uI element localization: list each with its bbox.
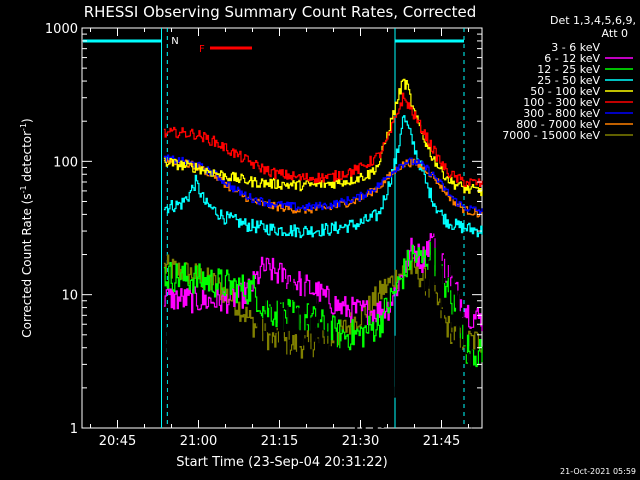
x-tick-label: 20:45 — [99, 434, 136, 449]
footer-date: 21-Oct-2021 05:59 — [560, 467, 636, 476]
y-axis-label: Corrected Count Rate (s-1 detector-1) — [19, 118, 34, 337]
y-axis-label-part3: ) — [20, 118, 34, 123]
axes-group: 1000 100 10 1 20:45 21:00 21:15 21:30 21:45 — [45, 22, 482, 449]
series-line-0 — [163, 222, 476, 429]
legend-label-2: 12 - 25 keV — [537, 63, 600, 76]
y-axis-label-sup1: -1 — [19, 185, 28, 193]
series-line-5 — [163, 92, 483, 187]
legend-label-1: 6 - 12 keV — [544, 52, 600, 65]
legend-label-8: 7000 - 15000 keV — [502, 129, 600, 142]
y-axis-label-part2: detector — [20, 131, 34, 186]
legend-detectors: Det 1,3,4,5,6,9, — [550, 14, 636, 27]
legend-label-0: 3 - 6 keV — [551, 41, 600, 54]
x-tick-label: 21:45 — [423, 434, 460, 449]
series-group — [163, 78, 483, 429]
y-tick-label: 100 — [53, 155, 78, 170]
x-tick-label: 21:30 — [342, 434, 379, 449]
legend-label-5: 100 - 300 keV — [523, 96, 600, 109]
series-line-2 — [163, 241, 483, 368]
y-tick-label: 1000 — [45, 22, 78, 37]
x-tick-label: 21:00 — [180, 434, 217, 449]
series-line-3 — [163, 115, 483, 239]
legend-label-6: 300 - 800 keV — [523, 107, 600, 120]
x-axis-label: Start Time (23-Sep-04 20:31:22) — [176, 455, 387, 470]
legend-label-7: 800 - 7000 keV — [516, 118, 600, 131]
night-label: N — [171, 36, 178, 47]
y-tick-label: 10 — [61, 289, 78, 304]
legend-attenuator: Att 0 — [602, 27, 628, 40]
legend-label-3: 25 - 50 keV — [537, 74, 600, 87]
flare-label: F — [199, 44, 205, 55]
y-tick-label: 1 — [70, 422, 78, 437]
y-axis-label-sup2: -1 — [19, 123, 28, 131]
series-line-6 — [163, 154, 483, 214]
x-tick-label: 21:15 — [261, 434, 298, 449]
y-axis-label-part1: Corrected Count Rate (s — [20, 193, 34, 337]
series-line-1 — [163, 233, 483, 332]
chart-title: RHESSI Observing Summary Count Rates, Co… — [84, 3, 477, 21]
legend-label-4: 50 - 100 keV — [530, 85, 600, 98]
